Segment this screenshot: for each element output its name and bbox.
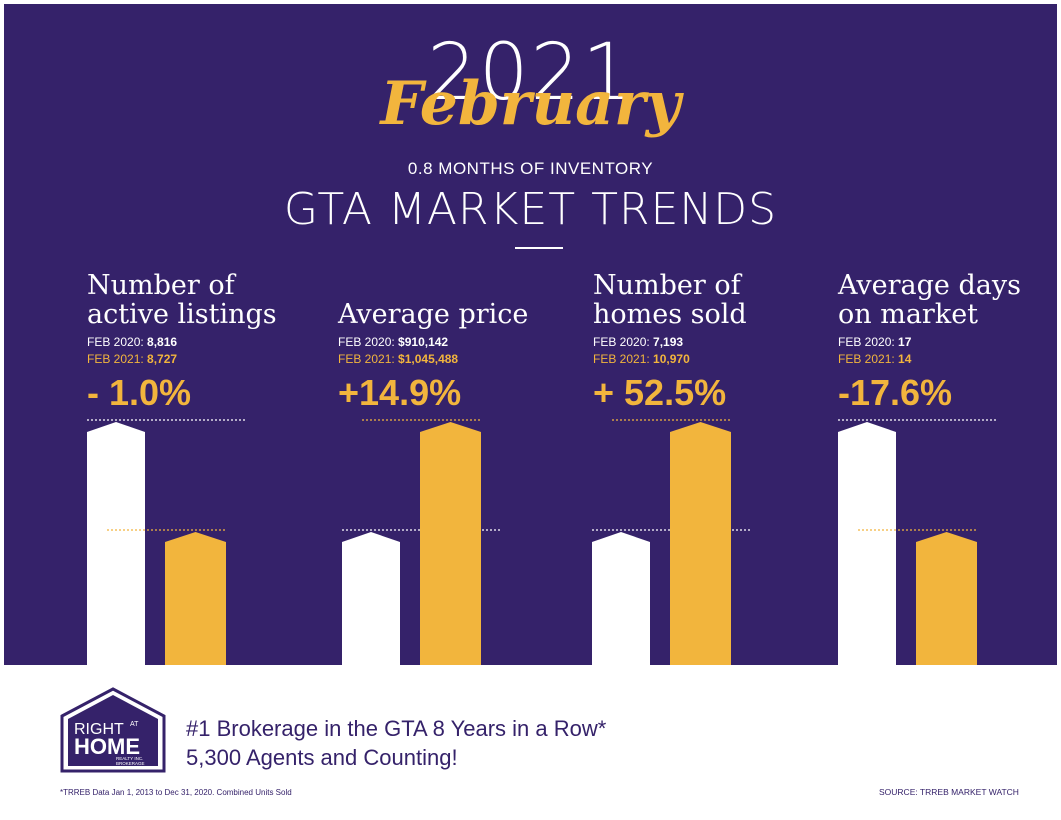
bar-2021 xyxy=(165,532,226,665)
logo-text-realty: REALTY INC. xyxy=(116,756,143,761)
value-2020: FEB 2020: 8,816 xyxy=(87,335,178,349)
value-2021: FEB 2021: 10,970 xyxy=(593,352,690,366)
percent-change: +14.9% xyxy=(338,372,462,413)
value-2021: FEB 2021: 8,727 xyxy=(87,352,178,366)
metric-title-line: Number of xyxy=(593,270,741,301)
bar-2020 xyxy=(342,532,400,665)
metric-title-line: active listings xyxy=(87,299,277,330)
month-heading: February xyxy=(380,69,681,139)
bar-2021 xyxy=(420,422,481,665)
title-divider xyxy=(515,247,563,249)
year-heading: 2021 xyxy=(427,28,634,118)
market-trends-heading: GTA MARKET TRENDS xyxy=(283,184,778,235)
logo-text-at: AT xyxy=(130,721,139,728)
value-2020: FEB 2020: 7,193 xyxy=(593,335,684,349)
value-2020: FEB 2020: 17 xyxy=(838,335,912,349)
metric-title-line: Average days xyxy=(838,270,1021,301)
right-at-home-logo: RIGHT AT HOME REALTY INC. BROKERAGE xyxy=(60,687,166,773)
metric-title-line: on market xyxy=(838,299,979,330)
hero-panel: 2021 February 0.8 MONTHS OF INVENTORY GT… xyxy=(4,4,1057,665)
metric-panel-active-listings: Number of active listings FEB 2020: 8,81… xyxy=(87,269,327,414)
percent-change: - 1.0% xyxy=(87,372,192,413)
logo-text-right: RIGHT xyxy=(74,721,124,738)
metric-title-line: Average price xyxy=(338,299,529,330)
tagline-agents: 5,300 Agents and Counting! xyxy=(186,745,458,770)
logo-text-brokerage: BROKERAGE xyxy=(116,761,145,766)
metric-title-line: Number of xyxy=(87,270,235,301)
tagline-brokerage: #1 Brokerage in the GTA 8 Years in a Row… xyxy=(186,716,607,741)
metric-panel-average-price: Average price FEB 2020: $910,142 FEB 202… xyxy=(338,269,578,414)
source-note: SOURCE: TRREB MARKET WATCH xyxy=(879,787,1019,797)
footer-tagline: #1 Brokerage in the GTA 8 Years in a Row… xyxy=(186,714,606,772)
percent-change: + 52.5% xyxy=(593,372,727,413)
bar-2020 xyxy=(838,422,896,665)
metric-panel-homes-sold: Number of homes sold FEB 2020: 7,193 FEB… xyxy=(593,269,833,414)
metric-panel-days-on-market: Average days on market FEB 2020: 17 FEB … xyxy=(838,269,1057,414)
bar-charts xyxy=(87,419,996,665)
percent-change: -17.6% xyxy=(838,372,953,413)
value-2021: FEB 2021: 14 xyxy=(838,352,912,366)
footnote: *TRREB Data Jan 1, 2013 to Dec 31, 2020.… xyxy=(60,788,292,797)
metric-title: Number of active listings xyxy=(87,269,327,329)
inventory-subtitle: 0.8 MONTHS OF INVENTORY xyxy=(407,159,654,178)
logo-text-home: HOME xyxy=(74,734,140,759)
value-2021: FEB 2021: $1,045,488 xyxy=(338,352,459,366)
bar-2021 xyxy=(916,532,977,665)
metric-title: Average price xyxy=(338,269,578,329)
value-2020: FEB 2020: $910,142 xyxy=(338,335,449,349)
bar-2021 xyxy=(670,422,731,665)
metric-title-line: homes sold xyxy=(593,299,747,330)
bar-2020 xyxy=(592,532,650,665)
bar-2020 xyxy=(87,422,145,665)
metric-title: Average days on market xyxy=(838,269,1057,329)
metric-title: Number of homes sold xyxy=(593,269,833,329)
